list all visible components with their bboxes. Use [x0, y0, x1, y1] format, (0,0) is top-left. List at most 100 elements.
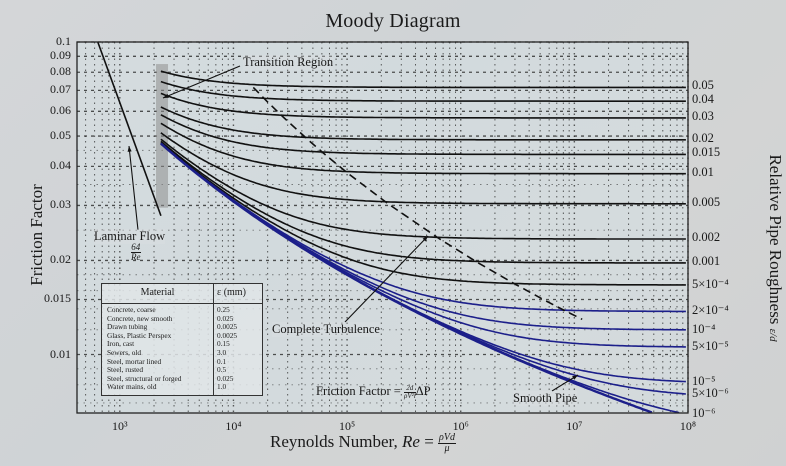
transition-region-arrow-head — [163, 93, 169, 98]
plot-frame — [76, 41, 689, 414]
ff-formula-suffix: ΔP — [415, 384, 431, 398]
x-axis-label-re: Re — [402, 432, 420, 451]
x-tick-label: 10³ — [112, 419, 128, 433]
material-name: Drawn tubing — [107, 322, 148, 332]
ff-formula-prefix: Friction Factor = — [316, 384, 404, 398]
roughness-tick-label: 10⁻⁶ — [692, 406, 716, 421]
ff-formula-denominator: ρV²l — [403, 391, 416, 400]
y-tick-label: 0.09 — [50, 48, 71, 63]
material-roughness: 0.1 — [213, 357, 263, 367]
roughness-tick-label: 10⁻⁵ — [692, 373, 716, 388]
table-row: Glass, Plastic Perspex 0.0025 — [102, 330, 263, 341]
smooth-pipe-label: Smooth Pipe — [513, 391, 578, 406]
roughness-tick-label: 5×10⁻⁴ — [692, 276, 729, 291]
material-roughness: 0.5 — [213, 366, 263, 375]
material-name: Steel, structural or forged — [107, 373, 182, 383]
roughness-tick-label: 0.002 — [692, 230, 721, 244]
y-axis-label-left: Friction Factor — [27, 184, 46, 286]
material-roughness-table: Material ε (mm) Concrete, coarse 0.25 Conc… — [101, 283, 263, 396]
roughness-tick-label: 0.005 — [692, 194, 721, 209]
friction-curve — [160, 141, 686, 286]
x-axis-label: Reynolds Number, Re = ρVd μ — [270, 432, 570, 454]
table-body: Concrete, coarse 0.25 Concrete, new smooth… — [102, 303, 263, 396]
table-row: Water mains, old 1.0 — [102, 382, 263, 396]
x-axis-label-fraction: ρVd μ — [438, 431, 456, 454]
material-roughness: 0.025 — [213, 314, 263, 324]
y-tick-label: 0.08 — [50, 64, 71, 79]
y-tick-label: 0.05 — [50, 128, 71, 143]
roughness-tick-label: 0.04 — [692, 92, 714, 107]
material-name: Water mains, old — [107, 382, 157, 392]
y-tick-label: 0.015 — [44, 291, 71, 306]
friction-curve — [160, 142, 653, 414]
y-tick-label: 0.04 — [50, 158, 71, 173]
y-tick-label: 0.07 — [50, 82, 71, 97]
material-roughness: 1.0 — [213, 383, 263, 396]
roughness-tick-label: 0.01 — [692, 164, 714, 179]
material-name: Iron, cast — [107, 339, 135, 349]
friction-curve — [160, 122, 686, 175]
roughness-tick-label: 10⁻⁴ — [692, 321, 716, 336]
roughness-tick-label: 5×10⁻⁵ — [692, 338, 729, 353]
table-row: Steel, structural or forged 0.025 — [102, 373, 263, 384]
material-roughness: 0.025 — [213, 374, 263, 384]
x-tick-label: 10⁵ — [338, 419, 356, 433]
friction-curve — [160, 114, 686, 156]
material-roughness: 0.15 — [213, 340, 263, 349]
friction-factor-formula: Friction Factor = 2d ρV²l ΔP — [316, 384, 431, 400]
roughness-tick-label: 0.02 — [692, 130, 714, 145]
ff-formula-numerator: 2d — [403, 384, 416, 393]
table-row: Iron, cast 0.15 — [102, 340, 263, 349]
material-name: Steel, mortar lined — [107, 356, 162, 366]
roughness-tick-label: 2×10⁻⁴ — [692, 303, 729, 318]
friction-curve — [160, 138, 686, 240]
laminar-flow-label: Laminar Flow — [94, 229, 166, 244]
material-roughness: 0.0025 — [213, 323, 263, 332]
roughness-tick-label: 5×10⁻⁶ — [692, 386, 729, 401]
material-roughness: 0.0025 — [213, 331, 263, 341]
laminar-flow-line — [97, 41, 162, 217]
laminar-formula-numerator: 64 — [131, 242, 141, 253]
x-axis-label-eq: = — [419, 432, 439, 451]
friction-curve — [160, 92, 686, 119]
x-axis-label-denominator: μ — [444, 442, 450, 454]
x-axis-label-numerator: ρVd — [438, 431, 456, 444]
y-tick-label: 0.01 — [50, 346, 71, 361]
table-row: Concrete, new smooth 0.025 — [102, 313, 263, 324]
material-name: Concrete, coarse — [107, 305, 156, 314]
complete-turbulence-boundary — [252, 86, 583, 321]
roughness-tick-label: 0.015 — [692, 145, 721, 160]
table-row: Concrete, coarse 0.25 — [102, 303, 263, 315]
material-name: Concrete, new smooth — [107, 313, 173, 323]
table-row: Sewers, old 3.0 — [102, 347, 263, 358]
roughness-tick-label: 0.001 — [692, 253, 721, 268]
ff-formula-fraction: 2d ρV²l — [403, 384, 416, 400]
table-row: Steel, rusted 0.5 — [102, 366, 263, 375]
friction-curve — [160, 106, 686, 141]
y-tick-label: 0.1 — [56, 34, 71, 48]
y-tick-label: 0.03 — [50, 197, 71, 212]
y-axis-label-right-text: Relative Pipe Roughness — [766, 154, 785, 325]
x-tick-label: 10⁷ — [566, 419, 583, 433]
material-name: Glass, Plastic Perspex — [107, 330, 172, 340]
laminar-flow-formula: 64 Re — [131, 243, 141, 262]
y-tick-label: 0.06 — [50, 103, 71, 118]
friction-curve — [160, 70, 686, 89]
smooth-pipe-arrow-head — [572, 375, 578, 380]
y-axis-label-right: Relative Pipe Roughness ε/d — [765, 153, 785, 343]
friction-curve — [160, 140, 686, 264]
chart-title: Moody Diagram — [325, 10, 461, 32]
y-tick-label: 0.02 — [50, 252, 71, 267]
laminar-formula-denominator: Re — [131, 252, 141, 262]
friction-curve — [160, 132, 686, 205]
complete-turbulence-arrow-head — [422, 236, 428, 242]
transition-region-arrow — [162, 65, 241, 99]
x-axis-label-prefix: Reynolds Number, — [270, 432, 402, 451]
x-tick-label: 10⁶ — [452, 419, 469, 433]
complete-turbulence-arrow — [344, 235, 429, 323]
table-header-row: Material ε (mm) — [101, 283, 263, 304]
x-tick-label: 10⁸ — [679, 419, 697, 433]
laminar-flow-arrow-head — [127, 146, 132, 152]
material-name: Sewers, old — [107, 347, 142, 357]
